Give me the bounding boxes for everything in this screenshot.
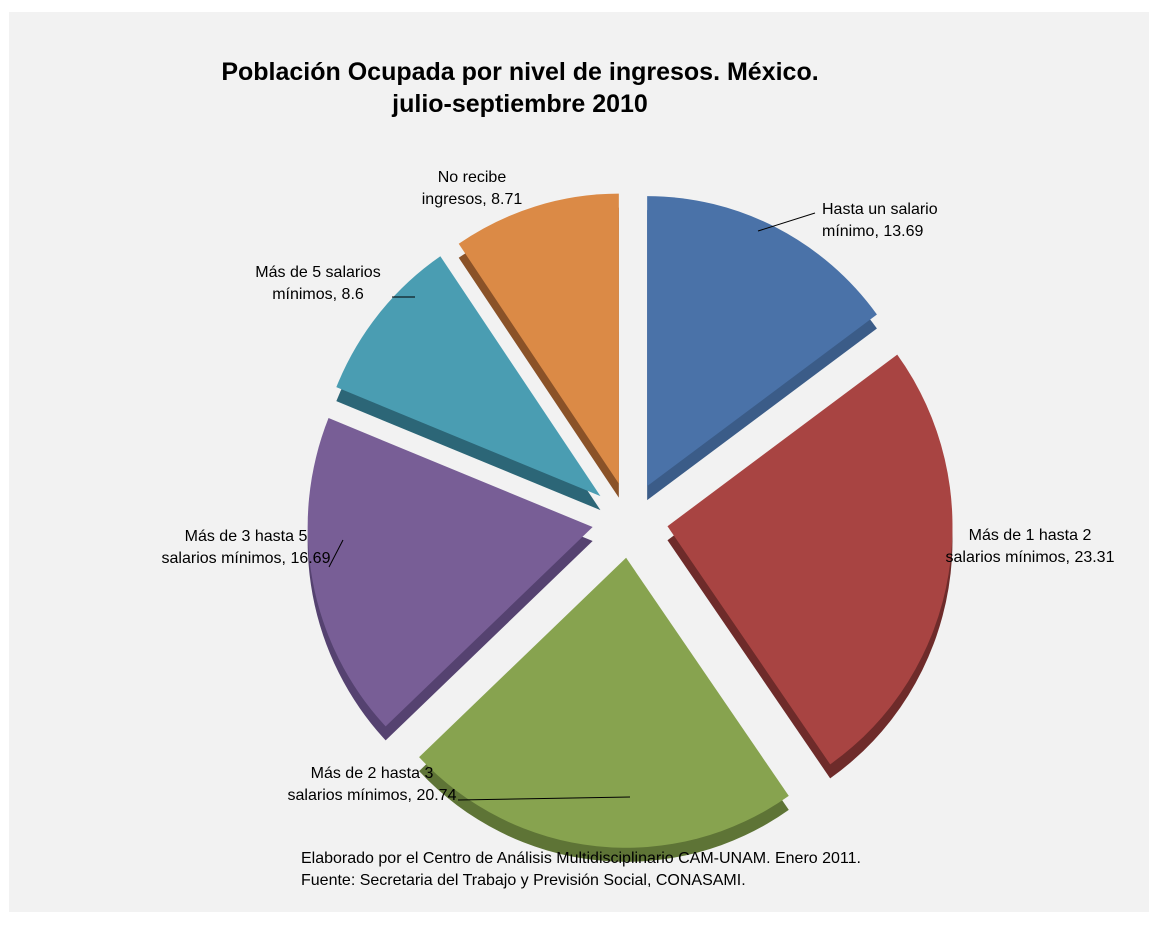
slice-label: Más de 2 hasta 3 salarios mínimos, 20.74 [288,765,457,804]
footer-credit: Elaborado por el Centro de Análisis Mult… [301,850,861,867]
slice-label: Más de 3 hasta 5 salarios mínimos, 16.69 [162,528,331,567]
leader-lines [328,212,816,801]
pie-slice [336,256,601,497]
slice-label: Hasta un salario mínimo, 13.69 [822,201,938,240]
leader-line [757,212,816,232]
pie-slices [307,193,953,862]
chart-title: Población Ocupada por nivel de ingresos.… [0,56,1040,120]
leader-line [328,539,344,568]
leader-line [457,796,631,801]
pie-slice [667,354,953,765]
slice-label: No recibe ingresos, 8.71 [422,169,523,208]
chart-footer: Elaborado por el Centro de Análisis Mult… [301,848,861,892]
pie-slice [419,557,789,848]
chart-title-line-2: julio-septiembre 2010 [392,90,648,118]
footer-source: Fuente: Secretaria del Trabajo y Previsi… [301,872,746,889]
chart-title-line-1: Población Ocupada por nivel de ingresos.… [221,58,819,86]
pie-slice [307,418,593,727]
slice-label: Más de 5 salarios mínimos, 8.6 [255,264,380,303]
pie-slice [647,196,877,487]
pie-slice [458,193,619,484]
slice-label: Más de 1 hasta 2 salarios mínimos, 23.31 [946,527,1115,566]
slice-labels: Hasta un salario mínimo, 13.69 Más de 1 ha… [162,169,1115,804]
